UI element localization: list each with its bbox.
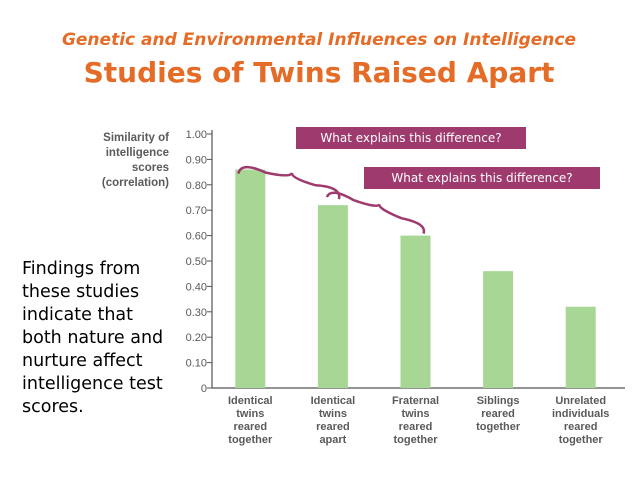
- category-label-line: Identical: [228, 395, 273, 407]
- y-axis-label-line: intelligence: [106, 147, 169, 159]
- bar: [400, 235, 431, 388]
- y-axis-label-line: (correlation): [102, 177, 169, 189]
- bar: [483, 271, 514, 388]
- y-tick-label: 0.30: [186, 307, 207, 319]
- y-tick-label: 0.70: [186, 205, 207, 217]
- y-axis-label: Similarity of intelligence scores (correlat…: [102, 132, 169, 189]
- y-tick-label: 0.20: [186, 332, 207, 344]
- bar: [317, 205, 348, 388]
- y-axis-label-line: scores: [132, 162, 169, 174]
- y-tick-label: 1.00: [186, 129, 207, 141]
- category-label-line: together: [228, 434, 273, 446]
- category-label-line: together: [476, 421, 521, 433]
- slide-title: Studies of Twins Raised Apart: [83, 56, 555, 89]
- category-label-line: Unrelated: [555, 395, 606, 407]
- category-label-line: individuals: [552, 408, 609, 420]
- category-label-line: reared: [564, 421, 598, 433]
- y-tick-label: 0.40: [186, 281, 207, 293]
- category-label-line: reared: [399, 421, 433, 433]
- y-axis-label-line: Similarity of: [103, 132, 169, 144]
- category-label-line: Siblings: [477, 395, 520, 407]
- category-label-line: Identical: [311, 395, 356, 407]
- callout-box-2: What explains this difference?: [364, 167, 600, 189]
- y-tick-label: 0.60: [186, 231, 207, 243]
- callout-box-1: What explains this difference?: [296, 127, 526, 149]
- category-label-line: together: [559, 434, 604, 446]
- category-labels: IdenticaltwinsrearedtogetherIdenticaltwi…: [228, 395, 609, 446]
- bar: [565, 306, 596, 388]
- category-label-line: Fraternal: [392, 395, 439, 407]
- y-tick-label: 0.90: [186, 154, 207, 166]
- bar: [235, 169, 266, 388]
- y-tick-label: 0.50: [186, 256, 207, 268]
- y-axis-ticks: 0 0.10 0.20 0.30 0.40 0.50 0.60 0.70 0.80 0.90 1.0…: [186, 129, 212, 395]
- y-tick-label: 0: [201, 383, 207, 395]
- category-label-line: reared: [481, 408, 515, 420]
- category-label-line: twins: [236, 408, 264, 420]
- category-label-line: reared: [316, 421, 350, 433]
- y-tick-label: 0.80: [186, 180, 207, 192]
- brace-fraternal-difference: [325, 191, 426, 235]
- category-label-line: twins: [401, 408, 429, 420]
- category-label-line: twins: [319, 408, 347, 420]
- category-label-line: reared: [233, 421, 267, 433]
- y-tick-label: 0.10: [186, 358, 207, 370]
- category-label-line: apart: [319, 434, 346, 446]
- findings-text: Findings from these studies indicate tha…: [22, 259, 164, 417]
- bars: [235, 169, 596, 388]
- slide-subtitle: Genetic and Environmental Influences on …: [61, 30, 577, 50]
- category-label-line: together: [394, 434, 439, 446]
